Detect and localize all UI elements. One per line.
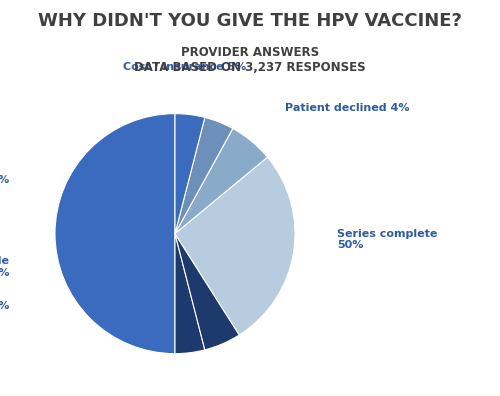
Text: Patient declined 4%: Patient declined 4%: [286, 103, 410, 112]
Text: Cost / insurance 5%: Cost / insurance 5%: [123, 62, 246, 72]
Wedge shape: [55, 114, 175, 354]
Text: WHY DIDN'T YOU GIVE THE HPV VACCINE?: WHY DIDN'T YOU GIVE THE HPV VACCINE?: [38, 12, 462, 30]
Text: Will schedule
another visit 6%: Will schedule another visit 6%: [0, 257, 10, 278]
Wedge shape: [175, 234, 205, 354]
Text: Other / blank 27%: Other / blank 27%: [0, 175, 10, 185]
Text: PROVIDER ANSWERS: PROVIDER ANSWERS: [181, 46, 319, 59]
Text: Series complete
50%: Series complete 50%: [337, 229, 438, 250]
Wedge shape: [175, 157, 295, 335]
Text: DATA BASED ON 3,237 RESPONSES: DATA BASED ON 3,237 RESPONSES: [134, 61, 366, 74]
Text: Unsure if complete 4%: Unsure if complete 4%: [0, 301, 10, 310]
Wedge shape: [175, 234, 240, 350]
Wedge shape: [175, 114, 205, 234]
Wedge shape: [175, 128, 268, 234]
Wedge shape: [175, 117, 233, 234]
